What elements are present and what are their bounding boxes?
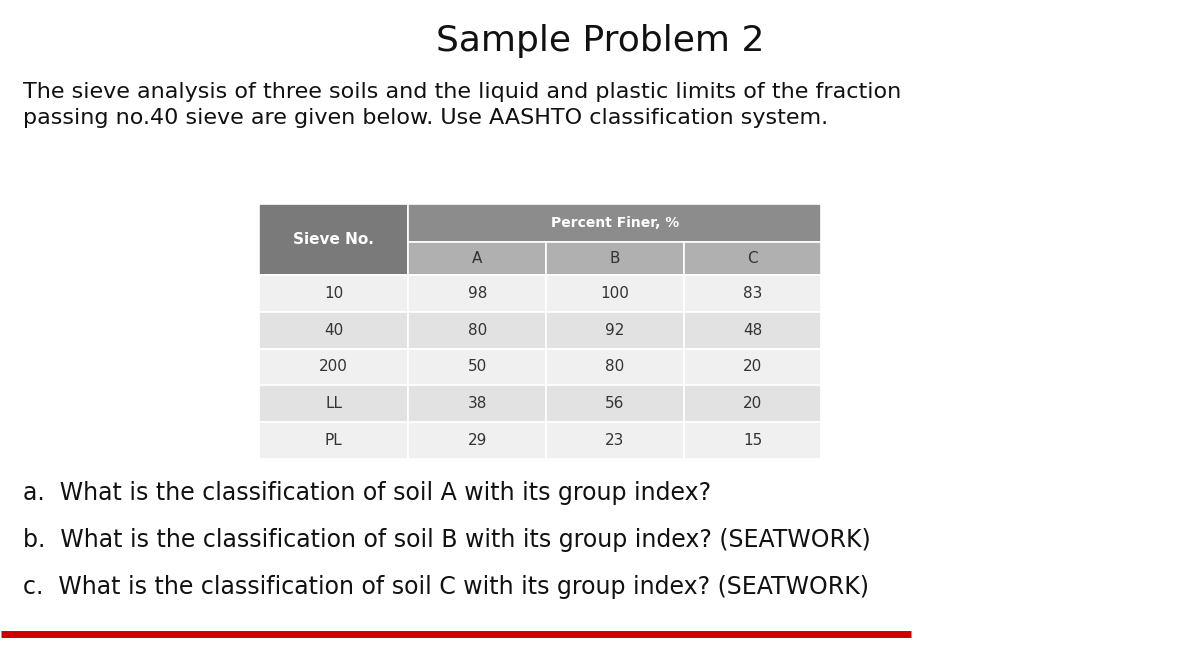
Text: A: A	[472, 251, 482, 266]
Text: 20: 20	[743, 396, 762, 411]
Bar	[408, 349, 546, 386]
Bar	[408, 275, 546, 312]
Bar	[684, 349, 822, 386]
Text: 80: 80	[605, 360, 624, 375]
Text: PL: PL	[325, 433, 342, 448]
Text: 29: 29	[468, 433, 487, 448]
Bar	[259, 386, 408, 422]
Text: 10: 10	[324, 286, 343, 301]
Text: 23: 23	[605, 433, 625, 448]
Bar	[546, 312, 684, 349]
Text: LL: LL	[325, 396, 342, 411]
Text: B: B	[610, 251, 620, 266]
Bar	[684, 386, 822, 422]
Text: 100: 100	[600, 286, 630, 301]
Bar	[684, 422, 822, 459]
Bar	[546, 422, 684, 459]
Text: 40: 40	[324, 323, 343, 338]
Text: 15: 15	[743, 433, 762, 448]
Bar	[546, 386, 684, 422]
Text: a.  What is the classification of soil A with its group index?: a. What is the classification of soil A …	[23, 481, 712, 505]
Text: C: C	[748, 251, 758, 266]
Bar	[408, 204, 822, 242]
Text: 38: 38	[468, 396, 487, 411]
Text: 56: 56	[605, 396, 625, 411]
Bar	[684, 275, 822, 312]
Bar	[259, 204, 408, 275]
Bar	[408, 242, 546, 275]
Bar	[259, 422, 408, 459]
Bar	[408, 422, 546, 459]
Text: 80: 80	[468, 323, 487, 338]
Bar	[684, 242, 822, 275]
Bar	[546, 242, 684, 275]
Text: b.  What is the classification of soil B with its group index? (SEATWORK): b. What is the classification of soil B …	[23, 529, 871, 553]
Bar	[546, 275, 684, 312]
Text: The sieve analysis of three soils and the liquid and plastic limits of the fract: The sieve analysis of three soils and th…	[23, 82, 901, 127]
Text: 200: 200	[319, 360, 348, 375]
Bar	[259, 275, 408, 312]
Bar	[408, 386, 546, 422]
Text: 50: 50	[468, 360, 487, 375]
Bar	[408, 312, 546, 349]
Text: 20: 20	[743, 360, 762, 375]
Bar	[259, 312, 408, 349]
Text: Sample Problem 2: Sample Problem 2	[436, 24, 764, 58]
Text: 83: 83	[743, 286, 762, 301]
Text: Percent Finer, %: Percent Finer, %	[551, 216, 679, 230]
Text: 98: 98	[468, 286, 487, 301]
Bar	[546, 349, 684, 386]
Bar	[259, 349, 408, 386]
Text: c.  What is the classification of soil C with its group index? (SEATWORK): c. What is the classification of soil C …	[23, 575, 869, 599]
Bar	[684, 312, 822, 349]
Text: 48: 48	[743, 323, 762, 338]
Text: Sieve No.: Sieve No.	[293, 232, 374, 247]
Text: 92: 92	[605, 323, 625, 338]
